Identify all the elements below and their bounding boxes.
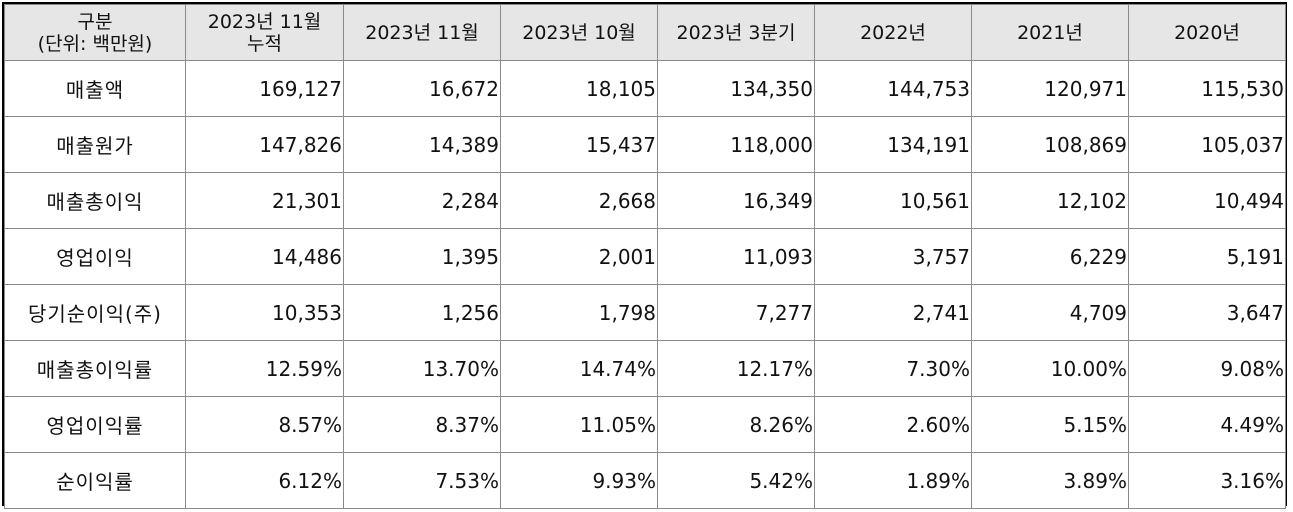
table-row: 매출원가 147,826 14,389 15,437 118,000 134,1… <box>4 116 1286 173</box>
table-cell: 7,277 <box>657 284 815 341</box>
financial-summary-table: 구분 (단위: 백만원) 2023년 11월 누적 2023년 11월 2023… <box>4 4 1286 509</box>
table-cell: 12.59% <box>185 340 344 397</box>
table-cell: 10,494 <box>1128 172 1286 229</box>
table-cell: 115,530 <box>1128 60 1286 117</box>
table-cell: 12,102 <box>971 172 1129 229</box>
header-line: 2021년 <box>1017 21 1083 44</box>
table-cell: 5.15% <box>971 396 1129 453</box>
row-label: 영업이익 <box>4 228 186 285</box>
table-cell: 8.26% <box>657 396 815 453</box>
table-header: 구분 (단위: 백만원) 2023년 11월 누적 2023년 11월 2023… <box>4 4 1286 61</box>
row-label: 당기순이익(주) <box>4 284 186 341</box>
header-2023-11: 2023년 11월 <box>343 4 501 61</box>
table-cell: 1,798 <box>500 284 658 341</box>
row-label: 매출액 <box>4 60 186 117</box>
table-row: 영업이익 14,486 1,395 2,001 11,093 3,757 6,2… <box>4 228 1286 285</box>
table-cell: 7.30% <box>814 340 972 397</box>
header-2022: 2022년 <box>814 4 972 61</box>
table-cell: 6.12% <box>185 452 344 509</box>
row-label: 매출원가 <box>4 116 186 173</box>
header-line: 2023년 11월 <box>365 21 479 44</box>
header-2023-q3: 2023년 3분기 <box>657 4 815 61</box>
table-cell: 18,105 <box>500 60 658 117</box>
table-cell: 15,437 <box>500 116 658 173</box>
table-cell: 147,826 <box>185 116 344 173</box>
table-cell: 8.57% <box>185 396 344 453</box>
table-cell: 13.70% <box>343 340 501 397</box>
header-row: 구분 (단위: 백만원) 2023년 11월 누적 2023년 11월 2023… <box>4 4 1286 61</box>
header-line: 2023년 3분기 <box>676 21 796 44</box>
table-row: 당기순이익(주) 10,353 1,256 1,798 7,277 2,741 … <box>4 284 1286 341</box>
table-cell: 2.60% <box>814 396 972 453</box>
table-cell: 1.89% <box>814 452 972 509</box>
row-label: 매출총이익률 <box>4 340 186 397</box>
header-line: 누적 <box>247 32 282 55</box>
row-label: 매출총이익 <box>4 172 186 229</box>
header-category: 구분 (단위: 백만원) <box>4 4 186 61</box>
table-cell: 16,672 <box>343 60 501 117</box>
table-cell: 9.08% <box>1128 340 1286 397</box>
table-cell: 9.93% <box>500 452 658 509</box>
table-cell: 7.53% <box>343 452 501 509</box>
table-cell: 21,301 <box>185 172 344 229</box>
table-cell: 1,256 <box>343 284 501 341</box>
header-2023-11-cumulative: 2023년 11월 누적 <box>185 4 344 61</box>
header-line: 2020년 <box>1174 21 1240 44</box>
table-cell: 5,191 <box>1128 228 1286 285</box>
header-2020: 2020년 <box>1128 4 1286 61</box>
table-cell: 3,757 <box>814 228 972 285</box>
header-line: 2023년 10월 <box>522 21 636 44</box>
table-cell: 10,561 <box>814 172 972 229</box>
table-cell: 4.49% <box>1128 396 1286 453</box>
table-row: 매출총이익 21,301 2,284 2,668 16,349 10,561 1… <box>4 172 1286 229</box>
table-cell: 11,093 <box>657 228 815 285</box>
table-cell: 134,350 <box>657 60 815 117</box>
table-cell: 12.17% <box>657 340 815 397</box>
header-line: 2022년 <box>860 21 926 44</box>
table-row: 순이익률 6.12% 7.53% 9.93% 5.42% 1.89% 3.89%… <box>4 452 1286 509</box>
table-row: 매출총이익률 12.59% 13.70% 14.74% 12.17% 7.30%… <box>4 340 1286 397</box>
table-cell: 6,229 <box>971 228 1129 285</box>
table-cell: 4,709 <box>971 284 1129 341</box>
table-row: 영업이익률 8.57% 8.37% 11.05% 8.26% 2.60% 5.1… <box>4 396 1286 453</box>
table-cell: 10.00% <box>971 340 1129 397</box>
table-cell: 14,486 <box>185 228 344 285</box>
table-cell: 120,971 <box>971 60 1129 117</box>
table-cell: 105,037 <box>1128 116 1286 173</box>
table-cell: 3.16% <box>1128 452 1286 509</box>
table-cell: 10,353 <box>185 284 344 341</box>
table-cell: 8.37% <box>343 396 501 453</box>
table-cell: 14,389 <box>343 116 501 173</box>
header-2023-10: 2023년 10월 <box>500 4 658 61</box>
header-category-unit: (단위: 백만원) <box>37 32 153 55</box>
table-cell: 2,001 <box>500 228 658 285</box>
table-cell: 169,127 <box>185 60 344 117</box>
header-2021: 2021년 <box>971 4 1129 61</box>
row-label: 영업이익률 <box>4 396 186 453</box>
table-cell: 118,000 <box>657 116 815 173</box>
table-cell: 3.89% <box>971 452 1129 509</box>
table-cell: 3,647 <box>1128 284 1286 341</box>
header-category-line: 구분 <box>77 10 113 33</box>
table-body: 매출액 169,127 16,672 18,105 134,350 144,75… <box>4 60 1286 509</box>
table-cell: 2,668 <box>500 172 658 229</box>
table-cell: 108,869 <box>971 116 1129 173</box>
table-cell: 5.42% <box>657 452 815 509</box>
table-cell: 14.74% <box>500 340 658 397</box>
table-cell: 2,741 <box>814 284 972 341</box>
table-cell: 2,284 <box>343 172 501 229</box>
table-cell: 1,395 <box>343 228 501 285</box>
row-label: 순이익률 <box>4 452 186 509</box>
table-cell: 11.05% <box>500 396 658 453</box>
header-line: 2023년 11월 <box>207 10 322 33</box>
table-cell: 134,191 <box>814 116 972 173</box>
table-cell: 16,349 <box>657 172 815 229</box>
table-cell: 144,753 <box>814 60 972 117</box>
table-row: 매출액 169,127 16,672 18,105 134,350 144,75… <box>4 60 1286 117</box>
